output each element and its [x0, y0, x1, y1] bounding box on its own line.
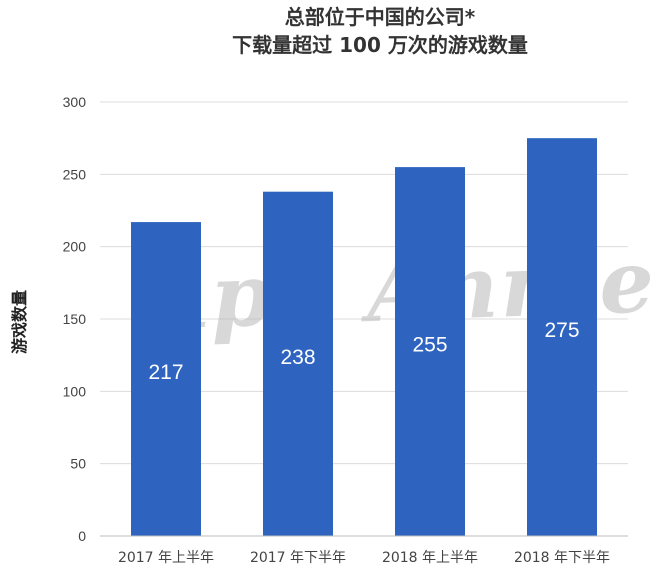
- bar-value-label: 275: [544, 319, 579, 342]
- y-tick-label: 250: [63, 166, 87, 182]
- y-tick-label: 100: [63, 383, 87, 399]
- bar-value-label: 217: [148, 361, 183, 384]
- x-category-label: 2018 年上半年: [382, 550, 478, 566]
- bars: [131, 138, 597, 536]
- bar: [263, 191, 333, 536]
- chart-title-line-2: 下载量超过 100 万次的游戏数量: [232, 33, 528, 57]
- y-axis-ticks: 0 50 100 150 200 250 300: [63, 94, 87, 544]
- y-tick-label: 50: [70, 456, 86, 472]
- y-tick-label: 300: [63, 94, 87, 110]
- y-axis-label: 游戏数量: [10, 290, 29, 354]
- chart-title-line-1: 总部位于中国的公司*: [285, 5, 476, 29]
- bar: [395, 167, 465, 536]
- bar: [131, 222, 201, 536]
- x-category-label: 2017 年下半年: [250, 550, 346, 566]
- chart-title: 总部位于中国的公司* 下载量超过 100 万次的游戏数量: [232, 5, 528, 57]
- bar-value-label: 255: [412, 334, 447, 357]
- x-axis-categories: 2017 年上半年 2017 年下半年 2018 年上半年 2018 年下半年: [118, 550, 610, 566]
- y-tick-label: 0: [78, 528, 86, 544]
- y-tick-label: 150: [63, 311, 87, 327]
- bar-value-label: 238: [280, 346, 315, 369]
- x-category-label: 2017 年上半年: [118, 550, 214, 566]
- bar: [527, 138, 597, 536]
- y-tick-label: 200: [63, 239, 87, 255]
- x-category-label: 2018 年下半年: [514, 550, 610, 566]
- bar-value-labels: 217 238 255 275: [148, 319, 579, 384]
